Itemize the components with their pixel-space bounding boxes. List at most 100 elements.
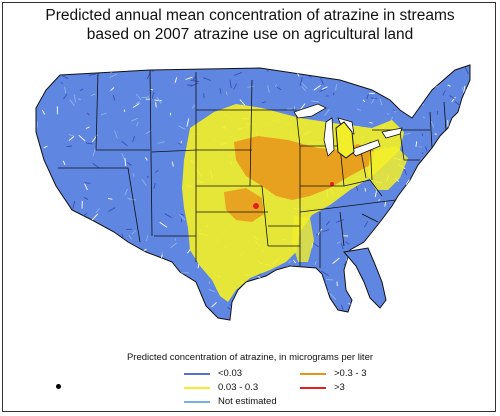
stream-segment: [411, 74, 414, 83]
stream-segment: [335, 83, 338, 91]
title-line-1: Predicted annual mean concentration of a…: [45, 7, 455, 24]
stream-segment: [273, 301, 280, 304]
stream-segment: [444, 309, 446, 313]
stream-segment: [41, 222, 45, 230]
stream-segment: [114, 130, 118, 139]
stream-segment: [239, 99, 246, 106]
stream-segment: [322, 86, 328, 90]
stream-segment: [340, 304, 344, 311]
title-line-2: based on 2007 atrazine use on agricultur…: [86, 26, 414, 43]
stream-segment: [219, 88, 222, 94]
legend-item-medium: 0.03 - 0.3: [184, 382, 258, 393]
stream-segment: [50, 294, 53, 298]
stream-segment: [426, 274, 432, 278]
stream-segment: [84, 284, 89, 288]
stream-segment: [397, 305, 400, 308]
legend-swatch-not-estimated: [184, 400, 210, 403]
stream-segment: [446, 250, 452, 252]
stream-segment: [168, 299, 173, 308]
stream-segment: [430, 271, 434, 277]
stream-segment: [141, 179, 147, 186]
stream-segment: [293, 259, 297, 264]
stream-segment: [169, 310, 175, 319]
stream-segment: [149, 69, 154, 72]
stream-segment: [378, 199, 381, 201]
stream-segment: [178, 142, 182, 145]
stream-segment: [92, 163, 100, 169]
stream-segment: [247, 288, 250, 292]
legend-label-very-high: >3: [334, 382, 345, 393]
legend-label-medium: 0.03 - 0.3: [218, 382, 259, 393]
stream-segment: [247, 85, 255, 88]
stream-segment: [310, 66, 316, 72]
stream-segment: [300, 66, 308, 73]
stream-segment: [88, 287, 94, 290]
stream-segment: [451, 152, 455, 158]
stream-segment: [441, 200, 446, 203]
stream-segment: [288, 260, 291, 264]
stream-segment: [464, 189, 470, 193]
stream-segment: [454, 260, 462, 265]
stream-segment: [227, 306, 233, 312]
zone-yellow-east: [368, 146, 408, 190]
stream-segment: [301, 86, 307, 92]
stream-segment: [455, 263, 463, 269]
stream-segment: [63, 93, 68, 100]
stream-segment: [332, 257, 340, 264]
stream-segment: [84, 182, 91, 184]
stream-segment: [443, 263, 449, 271]
stream-segment: [152, 307, 162, 312]
stream-segment: [458, 129, 467, 133]
stream-segment: [137, 267, 140, 273]
stream-segment: [52, 312, 56, 315]
legend-label-high: >0.3 - 3: [334, 368, 367, 379]
stream-segment: [403, 240, 406, 244]
stream-segment: [38, 223, 46, 231]
stream-segment: [75, 278, 79, 283]
stream-segment: [424, 146, 428, 152]
stream-segment: [413, 228, 416, 232]
stream-segment: [100, 112, 107, 116]
stream-segment: [130, 117, 139, 122]
stream-segment: [178, 125, 186, 130]
stream-segment: [300, 103, 306, 110]
legend-label-not-estimated: Not estimated: [218, 396, 277, 407]
stream-segment: [440, 137, 445, 140]
stream-segment: [415, 141, 418, 147]
stream-segment: [417, 251, 423, 256]
stream-segment: [90, 93, 96, 97]
stream-segment: [341, 243, 344, 250]
stream-segment: [41, 308, 48, 313]
stream-segment: [191, 104, 196, 109]
stream-segment: [39, 191, 44, 194]
stream-segment: [384, 200, 387, 207]
stream-segment: [316, 298, 320, 303]
stream-segment: [174, 77, 178, 83]
stream-segment: [380, 269, 386, 275]
stream-segment: [379, 99, 383, 106]
stream-segment: [284, 301, 286, 304]
stream-segment: [110, 87, 115, 92]
stream-segment: [208, 280, 211, 284]
zone-red-kansas: [253, 203, 259, 209]
stream-segment: [406, 189, 413, 196]
stream-segment: [454, 264, 457, 268]
legend-swatch-very-high: [300, 386, 326, 389]
stream-segment: [107, 197, 113, 200]
stream-segment: [439, 148, 443, 151]
stream-segment: [364, 221, 369, 228]
stream-segment: [266, 69, 269, 72]
stream-segment: [394, 294, 400, 297]
stream-segment: [383, 237, 388, 241]
stream-segment: [430, 120, 435, 128]
stream-segment: [126, 162, 132, 166]
stream-segment: [233, 83, 238, 90]
stream-segment: [153, 182, 156, 189]
legend-swatch-low: [184, 372, 210, 375]
stream-segment: [442, 90, 446, 96]
stream-segment: [157, 141, 165, 144]
zone-yellow-delta: [292, 216, 314, 262]
stream-segment: [355, 185, 359, 192]
figure-frame: [2, 2, 496, 412]
stream-segment: [118, 240, 124, 248]
